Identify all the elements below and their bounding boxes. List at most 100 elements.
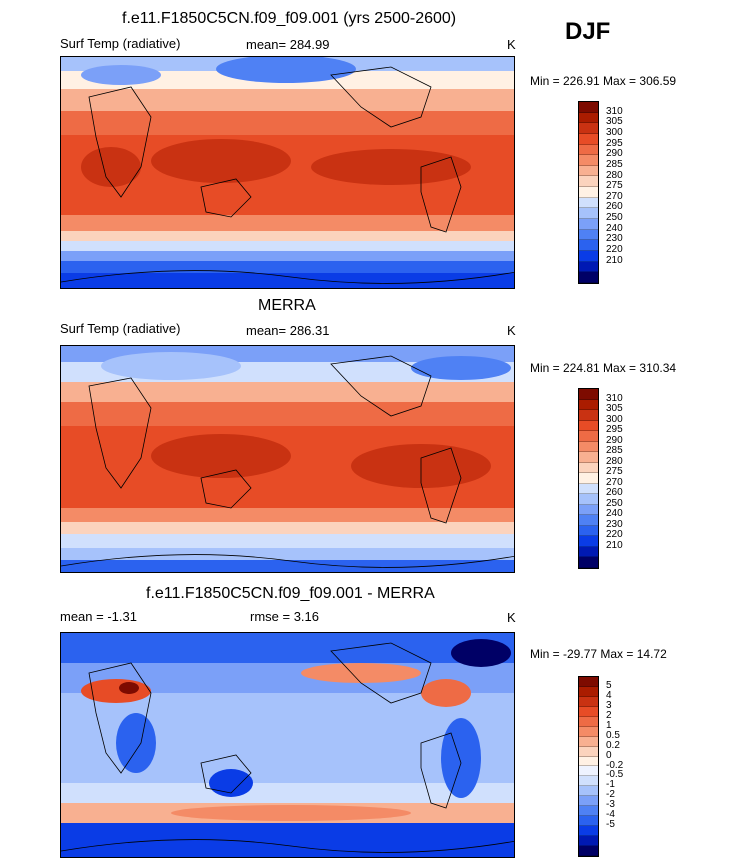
panel3-title: f.e11.F1850C5CN.f09_f09.001 - MERRA xyxy=(146,585,435,602)
colorbar-tick-label: 260 xyxy=(606,487,623,499)
colorbar-tick-label: 250 xyxy=(606,212,623,224)
colorbar-tick-label: 0 xyxy=(606,749,612,761)
colorbar-tick-label: 275 xyxy=(606,466,623,478)
panel2-variable: Surf Temp (radiative) xyxy=(60,321,181,336)
colorbar-segment xyxy=(579,525,598,537)
colorbar-tick-label: 300 xyxy=(606,126,623,138)
panel3-map-svg xyxy=(61,633,514,857)
colorbar-tick-label: 290 xyxy=(606,434,623,446)
colorbar-tick-label: 290 xyxy=(606,148,623,160)
colorbar-tick-label: 1 xyxy=(606,719,612,731)
colorbar-tick-label: 295 xyxy=(606,424,623,436)
colorbar-tick-label: 2 xyxy=(606,709,612,721)
colorbar-segment xyxy=(579,806,598,817)
colorbar-tick-label: -0.2 xyxy=(606,759,624,771)
colorbar-segment xyxy=(579,240,598,251)
colorbar-segment xyxy=(579,261,598,273)
colorbar-segment xyxy=(579,389,598,400)
panel1-variable: Surf Temp (radiative) xyxy=(60,36,181,51)
panel1-units: K xyxy=(507,37,516,52)
colorbar-segment xyxy=(579,483,598,495)
colorbar-segment xyxy=(579,123,598,134)
colorbar-segment xyxy=(579,696,598,707)
colorbar-tick-label: 305 xyxy=(606,403,623,415)
colorbar-tick-label: 280 xyxy=(606,455,623,467)
colorbar-segment xyxy=(579,452,598,463)
colorbar-segment xyxy=(579,786,598,797)
colorbar-segment xyxy=(579,504,598,516)
colorbar-tick-label: -4 xyxy=(606,809,615,821)
colorbar-tick-label: -0.5 xyxy=(606,769,624,781)
colorbar-segment xyxy=(579,187,598,198)
colorbar-segment xyxy=(579,250,598,262)
colorbar-segment xyxy=(579,462,598,474)
panel1-minmax: Min = 226.91 Max = 306.59 xyxy=(530,74,677,88)
colorbar-segment xyxy=(579,686,598,697)
colorbar-segment xyxy=(579,208,598,220)
colorbar-tick-label: 310 xyxy=(606,105,623,117)
colorbar-segment xyxy=(579,536,598,547)
colorbar-tick-label: 3 xyxy=(606,699,612,711)
colorbar-segment xyxy=(579,410,598,421)
colorbar-segment xyxy=(579,155,598,166)
colorbar-segment xyxy=(579,677,598,687)
colorbar-tick-label: -2 xyxy=(606,789,615,801)
panel1-title: f.e11.F1850C5CN.f09_f09.001 (yrs 2500-26… xyxy=(122,10,457,27)
colorbar-segment xyxy=(579,176,598,188)
colorbar-tick-label: 270 xyxy=(606,476,623,488)
panel3-map xyxy=(60,632,515,858)
panel3-mean: mean = -1.31 xyxy=(60,609,137,624)
colorbar-segment xyxy=(579,473,598,484)
panel3-rmse: rmse = 3.16 xyxy=(250,609,320,624)
panel3-units: K xyxy=(507,610,516,625)
colorbar-segment xyxy=(579,766,598,777)
colorbar-tick-label: 300 xyxy=(606,413,623,425)
panel2-colorbar xyxy=(578,388,599,569)
colorbar-segment xyxy=(579,197,598,209)
colorbar-tick-label: 220 xyxy=(606,244,623,256)
colorbar-tick-label: 280 xyxy=(606,169,623,181)
panel1-colorbar xyxy=(578,101,599,284)
colorbar-segment xyxy=(579,557,598,568)
colorbar-tick-label: 295 xyxy=(606,137,623,149)
colorbar-segment xyxy=(579,441,598,453)
colorbar-segment xyxy=(579,845,598,856)
colorbar-segment xyxy=(579,219,598,230)
colorbar-tick-label: -1 xyxy=(606,779,615,791)
colorbar-tick-label: 310 xyxy=(606,392,623,404)
colorbar-segment xyxy=(579,756,598,767)
colorbar-segment xyxy=(579,133,598,145)
colorbar-segment xyxy=(579,816,598,827)
colorbar-tick-label: 270 xyxy=(606,190,623,202)
colorbar-segment xyxy=(579,102,598,113)
panel2-title: MERRA xyxy=(258,297,316,314)
colorbar-tick-label: 240 xyxy=(606,508,623,520)
colorbar-segment xyxy=(579,826,598,836)
colorbar-segment xyxy=(579,776,598,787)
colorbar-segment xyxy=(579,272,598,283)
colorbar-tick-label: 210 xyxy=(606,254,623,266)
colorbar-tick-label: 230 xyxy=(606,518,623,530)
colorbar-tick-label: 4 xyxy=(606,689,612,701)
colorbar-segment xyxy=(579,836,598,846)
colorbar-tick-label: 210 xyxy=(606,539,623,551)
colorbar-tick-label: -3 xyxy=(606,799,615,811)
panel1-map-svg xyxy=(61,57,514,288)
colorbar-segment xyxy=(579,229,598,241)
colorbar-segment xyxy=(579,716,598,727)
colorbar-segment xyxy=(579,431,598,442)
colorbar-tick-label: 240 xyxy=(606,222,623,234)
colorbar-tick-label: 250 xyxy=(606,497,623,509)
colorbar-segment xyxy=(579,796,598,807)
colorbar-tick-label: 0.2 xyxy=(606,739,620,751)
colorbar-segment xyxy=(579,494,598,505)
panel2-units: K xyxy=(507,323,516,338)
colorbar-tick-label: 305 xyxy=(606,116,623,128)
colorbar-tick-label: 5 xyxy=(606,679,612,691)
panel2-map xyxy=(60,345,515,573)
colorbar-segment xyxy=(579,399,598,411)
panel1-mean: mean= 284.99 xyxy=(246,37,330,52)
panel1-map xyxy=(60,56,515,289)
colorbar-tick-label: 260 xyxy=(606,201,623,213)
colorbar-segment xyxy=(579,726,598,737)
